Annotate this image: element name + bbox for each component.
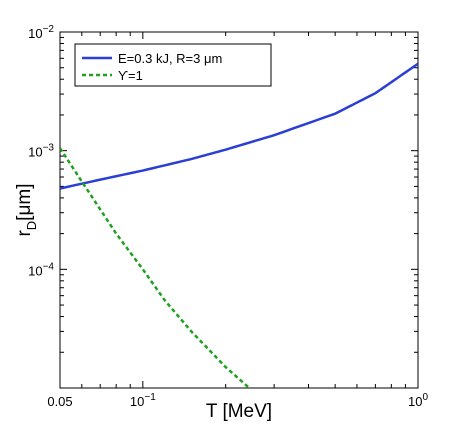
y-tick-label-1: 10−3 (28, 143, 54, 160)
y-axis-title-unit: [μm] (14, 183, 35, 220)
x-tick-label-2: 100 (408, 392, 428, 409)
x-tick-label-base: 10 (408, 394, 422, 409)
legend-box (74, 43, 272, 87)
x-tick-label-1: 10−1 (130, 392, 156, 409)
series-line-1 (60, 147, 252, 388)
x-tick-label-exp: 0 (422, 392, 428, 403)
y-tick-label-exp: −2 (43, 24, 55, 35)
legend-label-1: ϒ=1 (118, 68, 143, 83)
legend: E=0.3 kJ, R=3 μm ϒ=1 (74, 43, 272, 87)
y-axis-title: rD[μm] (14, 183, 39, 236)
series-line-0 (60, 62, 418, 190)
y-tick-label-base: 10 (28, 263, 42, 278)
y-tick-label-base: 10 (28, 26, 42, 41)
x-tick-label-base: 0.05 (47, 394, 72, 409)
svg-text:rD[μm]: rD[μm] (14, 183, 39, 236)
y-tick-label-exp: −3 (43, 143, 55, 154)
y-tick-label-2: 10−2 (28, 24, 54, 41)
series-group (60, 62, 418, 388)
x-tick-label-base: 10 (130, 394, 144, 409)
legend-label-0: E=0.3 kJ, R=3 μm (118, 51, 222, 66)
y-tick-label-exp: −4 (43, 261, 55, 272)
axis-ticks (59, 31, 419, 389)
y-tick-label-0: 10−4 (28, 261, 54, 278)
x-tick-label-exp: −1 (144, 392, 156, 403)
x-tick-label-0: 0.05 (47, 394, 72, 409)
plot-frame (59, 31, 419, 389)
y-tick-label-base: 10 (28, 145, 42, 160)
x-axis-title: T [MeV] (206, 401, 272, 422)
y-axis-title-sub: D (24, 221, 39, 230)
y-axis-title-main: r (14, 230, 35, 237)
